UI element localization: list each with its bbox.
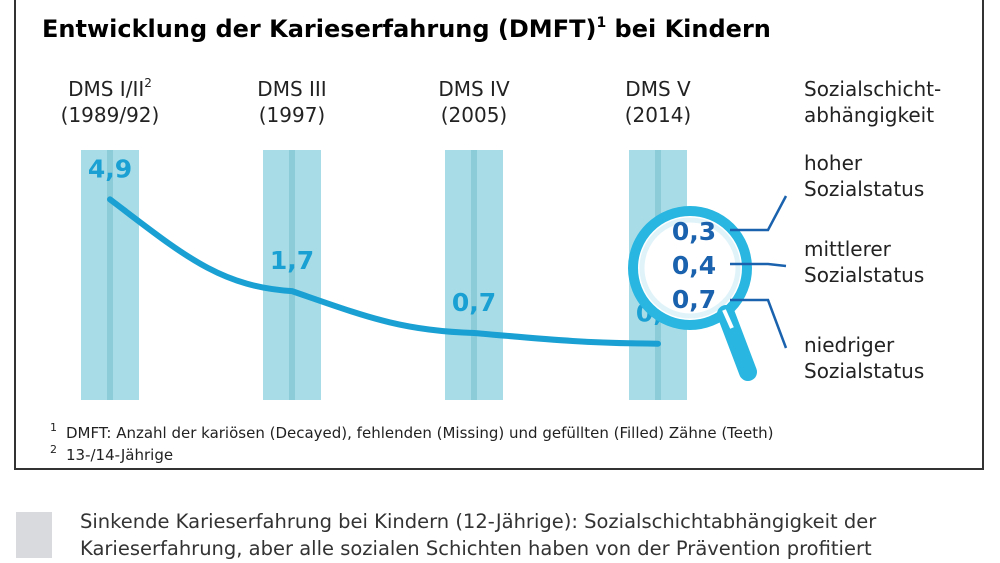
caption-line-1: Sinkende Karieserfahrung bei Kindern (12… — [80, 510, 877, 533]
status-label-line-2: Sozialstatus — [804, 177, 924, 201]
column-center-line — [107, 150, 113, 400]
category-label: DMS I/II2 — [68, 76, 152, 101]
category-label: DMS III — [257, 77, 326, 101]
status-label-line-1: niedriger — [804, 333, 895, 357]
data-point — [109, 198, 111, 200]
magnifier-value: 0,7 — [672, 285, 716, 314]
magnifier-handle-gap — [722, 309, 734, 329]
data-label: 4,9 — [88, 154, 132, 183]
footnote-mark: 2 — [50, 443, 57, 456]
chart-title: Entwicklung der Karieserfahrung (DMFT)1 … — [42, 15, 771, 43]
column-center-line — [289, 150, 295, 400]
caption-swatch — [16, 512, 52, 558]
magnifier-icon — [628, 206, 757, 381]
data-label: 1,7 — [270, 246, 314, 275]
category-period-label: (1989/92) — [61, 103, 160, 127]
footnote-text: DMFT: Anzahl der kariösen (Decayed), feh… — [66, 424, 774, 442]
magnifier-lens — [628, 206, 752, 330]
data-point — [291, 290, 293, 292]
data-label: 0,7 — [452, 288, 496, 317]
caption: Sinkende Karieserfahrung bei Kindern (12… — [80, 508, 980, 562]
category-period-label: (1997) — [259, 103, 326, 127]
chart: Entwicklung der Karieserfahrung (DMFT)1 … — [42, 15, 941, 464]
data-point — [473, 332, 475, 334]
footnote-mark: 1 — [50, 421, 57, 434]
status-connector — [730, 195, 788, 232]
status-label-line-1: hoher — [804, 151, 863, 175]
chart-frame — [14, 0, 984, 470]
magnifier-inner-ring — [639, 217, 741, 319]
status-connector — [730, 298, 788, 349]
status-label-line-2: Sozialstatus — [804, 359, 924, 383]
category-period-label: (2014) — [625, 103, 692, 127]
magnifier-header-line-1: Sozialschicht- — [804, 77, 941, 101]
category-label: DMS IV — [438, 77, 510, 101]
category-label: DMS V — [625, 77, 691, 101]
status-connector — [730, 262, 787, 268]
status-label-line-2: Sozialstatus — [804, 263, 924, 287]
magnifier-value: 0,4 — [672, 251, 716, 280]
status-label-line-1: mittlerer — [804, 237, 892, 261]
caption-line-2: Karieserfahrung, aber alle sozialen Schi… — [80, 537, 872, 560]
data-point — [657, 343, 659, 345]
footnote-text: 13-/14-Jährige — [66, 446, 173, 464]
magnifier-value: 0,3 — [672, 217, 716, 246]
magnifier-header-line-2: abhängigkeit — [804, 103, 934, 127]
series-line — [107, 196, 661, 347]
category-period-label: (2005) — [441, 103, 508, 127]
column-center-line — [471, 150, 477, 400]
